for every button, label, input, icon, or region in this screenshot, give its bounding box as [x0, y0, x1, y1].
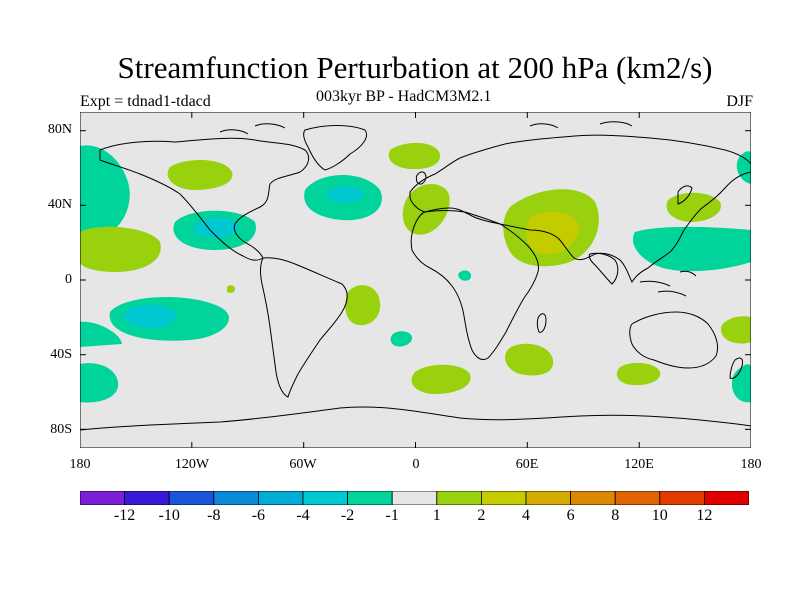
colorbar-tick-label: 1	[432, 507, 441, 524]
north-america-outline	[99, 137, 310, 261]
patch-neg	[458, 270, 472, 281]
patch-pos	[411, 364, 471, 394]
lat-tick-label: 80S	[50, 422, 72, 437]
patch-pos	[167, 160, 233, 190]
greenland-outline	[303, 125, 367, 171]
anomaly-patches	[80, 142, 751, 403]
eurasia-outline	[409, 134, 751, 284]
colorbar-tick-label: 4	[522, 507, 530, 524]
lon-tick-label: 0	[412, 457, 420, 472]
india-outline	[588, 252, 619, 285]
colorbar-tick-label: -12	[113, 507, 136, 524]
patch-pos	[616, 362, 661, 386]
patch-pos	[345, 285, 381, 326]
colorbar-box	[302, 491, 348, 505]
patch-pos	[666, 192, 721, 222]
colorbar-box	[124, 491, 170, 505]
patch-neg	[732, 364, 751, 403]
patch-pos	[505, 343, 554, 376]
lat-tick-label: 40S	[50, 347, 72, 362]
antarctica-outline	[80, 406, 751, 431]
lon-tick-label: 120E	[624, 457, 654, 472]
coastlines	[80, 121, 751, 431]
colorbar-box	[168, 491, 215, 505]
colorbar-tick-label: 6	[566, 507, 575, 524]
season-label: DJF	[726, 93, 753, 110]
colorbar-box	[80, 491, 125, 505]
colorbar-tick-label: -8	[207, 507, 221, 524]
lat-tick-label: 80N	[47, 122, 72, 137]
patch-neg	[327, 186, 364, 204]
patch-pos	[227, 285, 235, 293]
lon-tick-label: 180	[69, 457, 91, 472]
lon-tick-label: 120W	[174, 457, 210, 472]
colorbar-tick-label: -2	[340, 507, 355, 524]
arctic-islands	[219, 121, 633, 135]
experiment-label: Expt = tdnad1-tdacd	[80, 93, 211, 110]
colorbar-tick-label: 8	[611, 507, 620, 524]
streamfunction-map	[80, 112, 751, 448]
patch-neg	[80, 363, 119, 403]
patch-neg	[124, 304, 176, 328]
patch-neg	[390, 331, 413, 347]
lon-tick-label: 180	[740, 457, 762, 472]
lon-tick-label: 60E	[515, 457, 539, 472]
patch-pos	[388, 142, 441, 170]
japan-outline	[677, 185, 693, 205]
africa-outline	[410, 210, 539, 361]
colorbar-tick-label: 10	[651, 507, 668, 524]
south-america-outline	[260, 257, 348, 398]
colorbar-box	[347, 491, 393, 505]
patch-pos	[526, 211, 579, 255]
colorbar-tick-label: -6	[251, 507, 266, 524]
colorbar-box	[659, 491, 705, 505]
colorbar-tick-label: 2	[477, 507, 486, 524]
new-zealand-outline	[729, 357, 743, 379]
colorbar-tick-label: -4	[296, 507, 310, 524]
patch-neg	[80, 145, 130, 240]
chart-subtitle: 003kyr BP - HadCM3M2.1	[316, 88, 492, 105]
axis-ticks	[80, 112, 751, 448]
se-asia-islands	[639, 270, 697, 297]
patch-pos	[402, 183, 450, 235]
british-isles-outline	[415, 171, 427, 185]
colorbar-box	[480, 491, 527, 505]
patch-neg	[80, 321, 122, 347]
madagascar-outline	[536, 313, 547, 333]
patch-neg	[632, 226, 751, 272]
colorbar-box	[704, 491, 749, 505]
australia-outline	[629, 311, 719, 369]
patch-pos	[80, 226, 161, 272]
patch-pos	[721, 316, 751, 344]
colorbar-tick-label: 12	[696, 507, 713, 524]
colorbar-box	[570, 491, 616, 505]
chart-title: Streamfunction Perturbation at 200 hPa (…	[117, 50, 713, 85]
lat-tick-label: 0	[65, 272, 72, 287]
colorbar	[80, 491, 749, 505]
colorbar-box	[525, 491, 571, 505]
lat-tick-label: 40N	[47, 197, 72, 212]
colorbar-tick-label: -10	[158, 507, 180, 524]
colorbar-box	[213, 491, 259, 505]
colorbar-box	[257, 491, 304, 505]
lon-tick-label: 60W	[289, 457, 317, 472]
colorbar-box	[614, 491, 661, 505]
colorbar-box	[391, 491, 438, 505]
colorbar-box	[436, 491, 482, 505]
colorbar-tick-label: -1	[385, 507, 399, 524]
